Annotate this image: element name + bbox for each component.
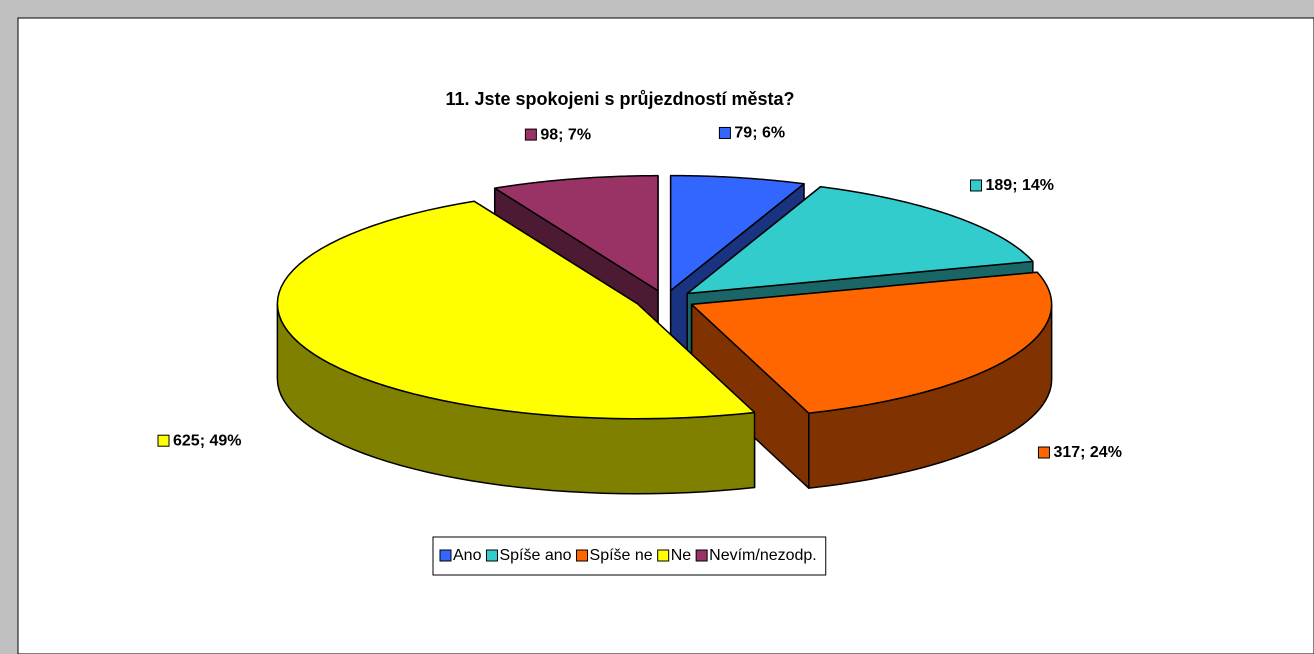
- legend-label: Ano: [453, 547, 482, 564]
- pie-slice: [493, 174, 659, 292]
- legend-swatch: [439, 549, 452, 562]
- legend-label: Ne: [671, 547, 692, 564]
- legend-swatch: [485, 549, 498, 562]
- data-label: 98; 7%: [540, 126, 591, 143]
- legend-label: Spíše ne: [590, 547, 653, 564]
- data-label-swatch: [157, 434, 170, 447]
- pie-slice: [276, 200, 756, 420]
- data-label: 625; 49%: [173, 432, 242, 449]
- legend-label: Spíše ano: [499, 547, 571, 564]
- legend: [432, 536, 827, 576]
- data-label-swatch: [970, 179, 983, 192]
- legend-swatch: [576, 549, 589, 562]
- data-label: 189; 14%: [986, 177, 1055, 194]
- legend-label: Nevím/nezodp.: [709, 547, 817, 564]
- pie-slice: [669, 174, 805, 292]
- legend-swatch: [657, 549, 670, 562]
- data-label: 317; 24%: [1053, 444, 1122, 461]
- chart-title: 11. Jste spokojeni s průjezdností města?: [445, 89, 794, 109]
- pie-slice: [686, 185, 1034, 295]
- legend-swatch: [695, 549, 708, 562]
- data-label-swatch: [524, 128, 537, 141]
- data-label: 79; 6%: [734, 125, 785, 142]
- data-label-swatch: [718, 126, 731, 139]
- pie-slice: [690, 271, 1053, 414]
- data-label-swatch: [1037, 446, 1050, 459]
